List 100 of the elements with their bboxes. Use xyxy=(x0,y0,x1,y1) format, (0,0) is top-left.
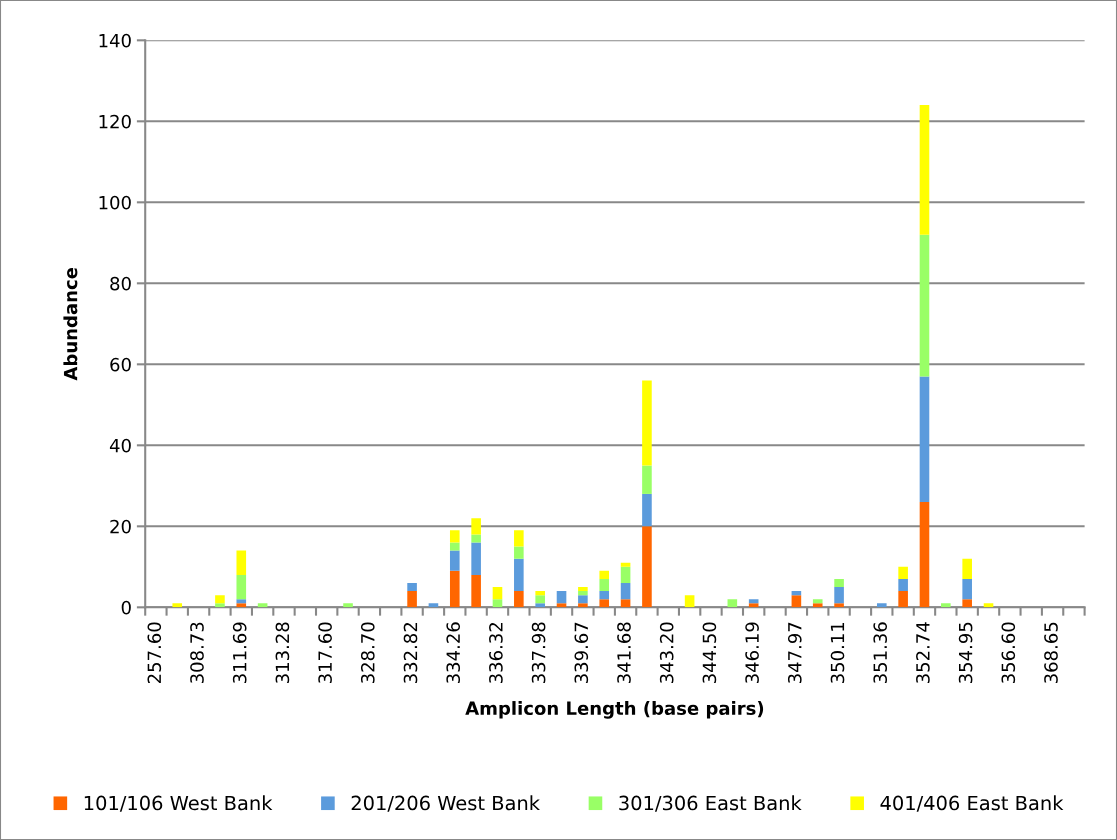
bar xyxy=(791,595,802,608)
bar xyxy=(748,599,759,604)
x-tick-label: 346.19 xyxy=(745,622,759,684)
x-tick-label: 352.74 xyxy=(916,622,930,684)
bar xyxy=(962,578,972,600)
y-tick-label: 40 xyxy=(109,438,131,453)
x-tick-label: 350.11 xyxy=(830,622,845,684)
x-tick-label: 308.73 xyxy=(190,622,204,684)
bar xyxy=(791,591,802,596)
x-tick-label: 343.20 xyxy=(659,622,674,684)
bar xyxy=(620,566,631,584)
bar xyxy=(236,574,247,600)
bar xyxy=(812,603,823,608)
legend-label: 201/206 West Bank xyxy=(351,795,540,812)
x-tick-label: 354.95 xyxy=(958,622,973,684)
bar xyxy=(898,578,908,592)
bar xyxy=(556,591,567,604)
bar xyxy=(620,599,631,608)
x-tick-label: 368.65 xyxy=(1044,622,1058,684)
bar xyxy=(642,526,652,608)
bar xyxy=(642,465,652,494)
bar xyxy=(172,603,183,608)
bar xyxy=(834,603,844,608)
x-tick-label: 332.82 xyxy=(403,623,418,684)
x-axis-title: Amplicon Length (base pairs) xyxy=(465,701,764,719)
x-tick-label: 328.70 xyxy=(360,622,375,684)
bar xyxy=(514,546,524,559)
x-tick-label: 339.67 xyxy=(574,622,589,684)
bar xyxy=(642,493,652,527)
y-tick-label: 60 xyxy=(110,357,131,372)
bar xyxy=(514,558,524,592)
bar xyxy=(514,591,524,608)
bar xyxy=(962,599,972,608)
bar xyxy=(215,595,225,604)
bar xyxy=(983,603,994,608)
x-tick-label: 356.60 xyxy=(1001,622,1016,684)
bar xyxy=(620,562,631,567)
bar xyxy=(578,603,588,608)
bar xyxy=(492,587,503,600)
bar xyxy=(535,603,545,608)
bar xyxy=(919,376,930,503)
bar xyxy=(642,380,652,466)
bar xyxy=(343,603,353,608)
y-tick-label: 0 xyxy=(121,600,131,615)
bar xyxy=(834,578,844,588)
x-tick-label: 344.50 xyxy=(702,622,717,684)
bar xyxy=(684,595,695,608)
bar xyxy=(919,234,930,377)
bar xyxy=(449,530,460,543)
bar xyxy=(919,105,930,235)
x-tick-label: 334.26 xyxy=(446,622,461,684)
bar xyxy=(215,603,225,608)
x-tick-label: 351.36 xyxy=(873,622,888,684)
y-tick-label: 80 xyxy=(110,276,131,291)
bar xyxy=(812,599,823,604)
bar xyxy=(578,591,588,596)
bar xyxy=(471,542,481,575)
y-tick-label: 100 xyxy=(99,195,131,210)
bar xyxy=(236,550,247,575)
bar xyxy=(449,550,460,571)
bar xyxy=(471,534,481,543)
bar xyxy=(514,530,524,547)
bar xyxy=(578,595,588,604)
bar xyxy=(748,603,759,608)
bar xyxy=(236,599,247,604)
bar xyxy=(578,587,588,592)
bar xyxy=(599,591,610,600)
legend-label: 101/106 West Bank xyxy=(84,795,273,812)
x-tick-label: 337.98 xyxy=(531,622,546,684)
x-tick-label: 347.97 xyxy=(787,622,802,684)
bar xyxy=(407,583,417,592)
bar xyxy=(898,566,908,579)
x-tick-label: 317.60 xyxy=(318,622,332,684)
bar xyxy=(727,599,738,608)
x-tick-label: 336.32 xyxy=(489,623,503,684)
bar xyxy=(471,518,481,535)
legend-label: 401/406 East Bank xyxy=(880,795,1064,812)
bar xyxy=(257,603,268,608)
bar xyxy=(535,595,545,604)
bar xyxy=(535,591,545,596)
bar xyxy=(236,603,247,608)
bar xyxy=(492,599,503,608)
bar xyxy=(449,570,460,608)
bar xyxy=(599,599,610,608)
x-tick-label: 313.28 xyxy=(275,622,290,684)
bar xyxy=(620,583,631,600)
x-tick-label: 341.68 xyxy=(617,622,631,684)
bar xyxy=(449,542,460,551)
bar xyxy=(471,574,481,608)
bar xyxy=(834,587,844,604)
bar xyxy=(876,603,887,608)
bar xyxy=(599,578,610,592)
bar xyxy=(428,603,439,608)
bar xyxy=(941,603,951,608)
bar xyxy=(898,591,908,608)
y-axis-title: Abundance xyxy=(63,267,78,381)
bar xyxy=(962,558,972,579)
y-tick-label: 120 xyxy=(99,114,131,129)
x-tick-label: 311.69 xyxy=(232,622,247,684)
legend-label: 301/306 East Bank xyxy=(619,795,802,812)
